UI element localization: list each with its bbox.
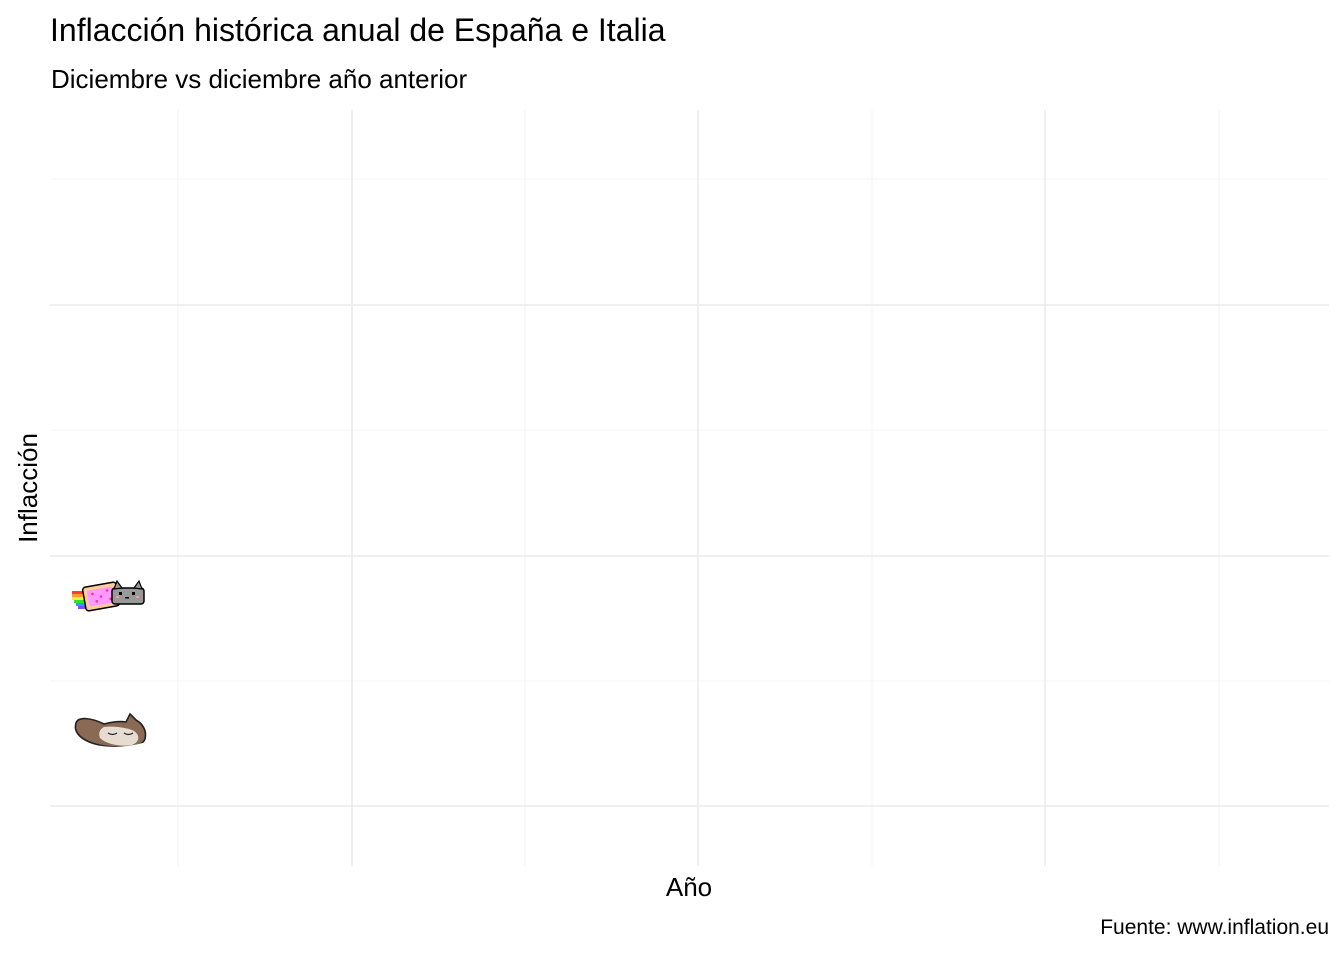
chart-title: Inflacción histórica anual de España e I… (50, 12, 666, 48)
chart-caption: Fuente: www.inflation.eu (1100, 916, 1329, 939)
grid-lines (50, 110, 1329, 866)
popcat-icon (74, 712, 147, 750)
nyan-cat-icon (72, 579, 145, 612)
y-axis-label: Inflacción (13, 433, 43, 543)
x-axis-label: Año (665, 872, 713, 902)
chart-subtitle: Diciembre vs diciembre año anterior (51, 64, 468, 94)
